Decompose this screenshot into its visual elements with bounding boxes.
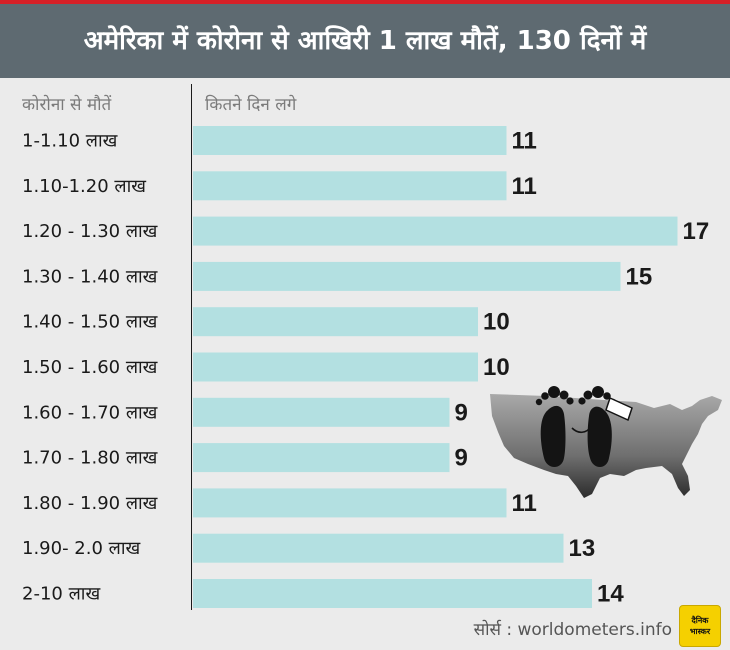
value-label: 13 [569, 535, 596, 562]
category-label: 1.90- 2.0 लाख [22, 538, 141, 559]
bar [193, 488, 507, 518]
category-label: 2-10 लाख [22, 584, 100, 605]
value-label: 17 [683, 218, 710, 245]
bar [193, 216, 678, 246]
usa-map-footprints-illustration [490, 386, 722, 498]
bar [193, 443, 450, 473]
bar [193, 533, 564, 563]
logo-line-1: दैनिक [691, 616, 709, 625]
category-label: 1.40 - 1.50 लाख [22, 312, 158, 333]
value-label: 15 [626, 263, 653, 290]
bar [193, 126, 507, 155]
category-column-header: कोरोना से मौतें [22, 95, 112, 115]
category-label: 1-1.10 लाख [22, 131, 118, 152]
category-label: 1.10-1.20 लाख [22, 176, 146, 197]
value-label: 11 [512, 490, 537, 517]
category-label: 1.30 - 1.40 लाख [22, 266, 158, 287]
category-label: 1.20 - 1.30 लाख [22, 221, 158, 242]
value-label: 14 [597, 581, 624, 608]
value-label: 11 [512, 173, 537, 200]
footprints-icon [535, 386, 617, 467]
bar [193, 397, 450, 427]
axis-divider [191, 84, 192, 610]
title-bar: अमेरिका में कोरोना से आखिरी 1 लाख मौतें,… [0, 4, 730, 78]
value-label: 10 [483, 354, 510, 381]
logo-line-2: भास्कर [689, 627, 711, 636]
category-label: 1.60 - 1.70 लाख [22, 402, 158, 423]
brand-logo: दैनिक भास्कर [679, 605, 721, 647]
bar [193, 261, 621, 291]
source-note: सोर्स : worldometers.info [473, 620, 672, 640]
bar [193, 307, 478, 337]
toe-tag-icon [571, 396, 633, 434]
value-label: 9 [455, 445, 468, 472]
category-label: 1.50 - 1.60 लाख [22, 357, 158, 378]
bar [193, 579, 592, 608]
accent-line [0, 0, 730, 4]
value-label: 10 [483, 309, 510, 336]
category-label: 1.70 - 1.80 लाख [22, 448, 158, 469]
bar [193, 352, 478, 382]
bar [193, 171, 507, 201]
value-label: 11 [512, 128, 537, 155]
value-label: 9 [455, 399, 468, 426]
value-column-header: कितने दिन लगे [205, 95, 297, 115]
chart-title: अमेरिका में कोरोना से आखिरी 1 लाख मौतें,… [83, 26, 647, 56]
category-label: 1.80 - 1.90 लाख [22, 493, 158, 514]
